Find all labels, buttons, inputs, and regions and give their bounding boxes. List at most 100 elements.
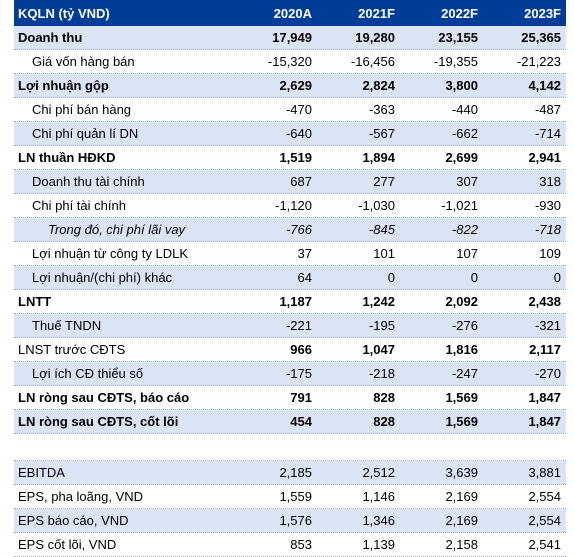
row-eps-bao-cao: EPS báo cáo, VND 1,576 1,346 2,169 2,554 bbox=[14, 509, 566, 533]
cell: 1,139 bbox=[362, 537, 395, 552]
header-2020a: 2020A bbox=[273, 5, 312, 21]
cell: -766 bbox=[285, 222, 312, 237]
cell: 0 bbox=[387, 270, 395, 285]
row-thue-tndn: Thuế TNDN -221 -195 -276 -321 bbox=[14, 314, 566, 338]
cell: -930 bbox=[534, 198, 561, 213]
row-label: LN ròng sau CĐTS, cốt lõi bbox=[18, 414, 179, 429]
cell: 1,569 bbox=[445, 390, 478, 405]
cell: 1,519 bbox=[279, 150, 312, 165]
row-label: Lợi nhuận gộp bbox=[18, 78, 109, 93]
cell: -276 bbox=[451, 318, 478, 333]
cell: -247 bbox=[451, 366, 478, 381]
cell: -175 bbox=[285, 366, 312, 381]
cell: 0 bbox=[553, 270, 561, 285]
cell: 2,824 bbox=[362, 78, 395, 93]
row-ln-rong-cot-loi: LN ròng sau CĐTS, cốt lõi 454 828 1,569 … bbox=[14, 410, 566, 434]
row-label: Giá vốn hàng bán bbox=[32, 54, 135, 69]
cell: 687 bbox=[290, 174, 312, 189]
cell: 318 bbox=[539, 174, 561, 189]
row-label: Lợi nhuận/(chi phí) khác bbox=[32, 270, 173, 285]
cell: 23,155 bbox=[438, 30, 478, 45]
row-loi-ich-cd-thieu-so: Lợi ích CĐ thiểu số -175 -218 -247 -270 bbox=[14, 362, 566, 386]
cell: -714 bbox=[534, 126, 561, 141]
cell: -321 bbox=[534, 318, 561, 333]
cell: 3,639 bbox=[445, 465, 478, 480]
cell: 2,438 bbox=[528, 294, 561, 309]
cell: 2,169 bbox=[445, 489, 478, 504]
cell: -487 bbox=[534, 102, 561, 117]
cell: -1,030 bbox=[358, 198, 395, 213]
cell: 2,541 bbox=[528, 537, 561, 552]
cell: 1,894 bbox=[362, 150, 395, 165]
row-ln-rong-bao-cao: LN ròng sau CĐTS, báo cáo 791 828 1,569 … bbox=[14, 386, 566, 410]
cell: -21,223 bbox=[516, 54, 561, 69]
row-loi-nhuan-khac: Lợi nhuận/(chi phí) khác 64 0 0 0 bbox=[14, 266, 566, 290]
cell: 828 bbox=[373, 414, 395, 429]
row-eps-cot-loi: EPS cốt lõi, VND 853 1,139 2,158 2,541 bbox=[14, 533, 566, 557]
cell: 791 bbox=[290, 390, 312, 405]
row-lnst-truoc-cdts: LNST trước CĐTS 966 1,047 1,816 2,117 bbox=[14, 338, 566, 362]
row-chi-phi-ban-hang: Chi phí bán hàng -470 -363 -440 -487 bbox=[14, 98, 566, 122]
cell: 2,699 bbox=[445, 150, 478, 165]
cell: 2,554 bbox=[528, 513, 561, 528]
row-label: EPS cốt lõi, VND bbox=[18, 537, 117, 552]
row-chi-phi-quan-li: Chi phí quản lí DN -640 -567 -662 -714 bbox=[14, 122, 566, 146]
row-label: Thuế TNDN bbox=[32, 318, 102, 333]
cell: 853 bbox=[290, 537, 312, 552]
cell: -15,320 bbox=[267, 54, 312, 69]
cell: 1,576 bbox=[279, 513, 312, 528]
row-label: Lợi ích CĐ thiểu số bbox=[32, 366, 144, 381]
header-2022f: 2022F bbox=[441, 5, 478, 21]
cell: 1,847 bbox=[528, 390, 561, 405]
row-chi-phi-lai-vay: Trong đó, chi phí lãi vay -766 -845 -822… bbox=[14, 218, 566, 242]
cell: -440 bbox=[451, 102, 478, 117]
cell: 277 bbox=[373, 174, 395, 189]
cell: 2,554 bbox=[528, 489, 561, 504]
row-label: EBITDA bbox=[18, 465, 65, 480]
cell: 2,092 bbox=[445, 294, 478, 309]
header-2023f: 2023F bbox=[524, 5, 561, 21]
cell: 2,117 bbox=[529, 342, 561, 357]
cell: -718 bbox=[534, 222, 561, 237]
cell: 1,187 bbox=[279, 294, 312, 309]
table-header: KQLN (tỷ VND) 2020A 2021F 2022F 2023F bbox=[14, 0, 566, 26]
cell: 3,881 bbox=[528, 465, 561, 480]
cell: 966 bbox=[290, 342, 312, 357]
cell: 1,816 bbox=[445, 342, 478, 357]
cell: 2,158 bbox=[445, 537, 478, 552]
row-label: LN ròng sau CĐTS, báo cáo bbox=[18, 390, 190, 405]
row-label: LNTT bbox=[18, 294, 52, 309]
cell: -19,355 bbox=[433, 54, 478, 69]
row-label: Lợi nhuận từ công ty LDLK bbox=[32, 246, 188, 261]
header-label: KQLN (tỷ VND) bbox=[18, 5, 110, 21]
cell: 1,242 bbox=[362, 294, 395, 309]
cell: 1,146 bbox=[362, 489, 395, 504]
row-label: Doanh thu bbox=[18, 30, 83, 45]
row-label: Trong đó, chi phí lãi vay bbox=[48, 222, 186, 237]
row-label: EPS báo cáo, VND bbox=[18, 513, 129, 528]
cell: 1,346 bbox=[362, 513, 395, 528]
cell: 101 bbox=[373, 246, 395, 261]
row-ln-thuan-hdkd: LN thuần HĐKD 1,519 1,894 2,699 2,941 bbox=[14, 146, 566, 170]
cell: 828 bbox=[373, 390, 395, 405]
row-label: Chi phí quản lí DN bbox=[32, 126, 139, 141]
row-label: EPS, pha loãng, VND bbox=[18, 489, 144, 504]
cell: 0 bbox=[470, 270, 478, 285]
cell: 2,185 bbox=[279, 465, 312, 480]
cell: 37 bbox=[297, 246, 312, 261]
row-eps-pha-loang: EPS, pha loãng, VND 1,559 1,146 2,169 2,… bbox=[14, 485, 566, 509]
row-label: LN thuần HĐKD bbox=[18, 150, 116, 165]
cell: -567 bbox=[368, 126, 395, 141]
header-2021f: 2021F bbox=[358, 5, 395, 21]
cell: 1,047 bbox=[362, 342, 395, 357]
row-ebitda: EBITDA 2,185 2,512 3,639 3,881 bbox=[14, 461, 566, 485]
cell: 1,559 bbox=[279, 489, 312, 504]
cell: 64 bbox=[297, 270, 312, 285]
row-doanh-thu-tai-chinh: Doanh thu tài chính 687 277 307 318 bbox=[14, 170, 566, 194]
cell: 4,142 bbox=[528, 78, 561, 93]
cell: -218 bbox=[368, 366, 395, 381]
row-label: Chi phí tài chính bbox=[32, 198, 126, 213]
cell: -16,456 bbox=[350, 54, 395, 69]
cell: 107 bbox=[456, 246, 478, 261]
cell: -221 bbox=[285, 318, 312, 333]
